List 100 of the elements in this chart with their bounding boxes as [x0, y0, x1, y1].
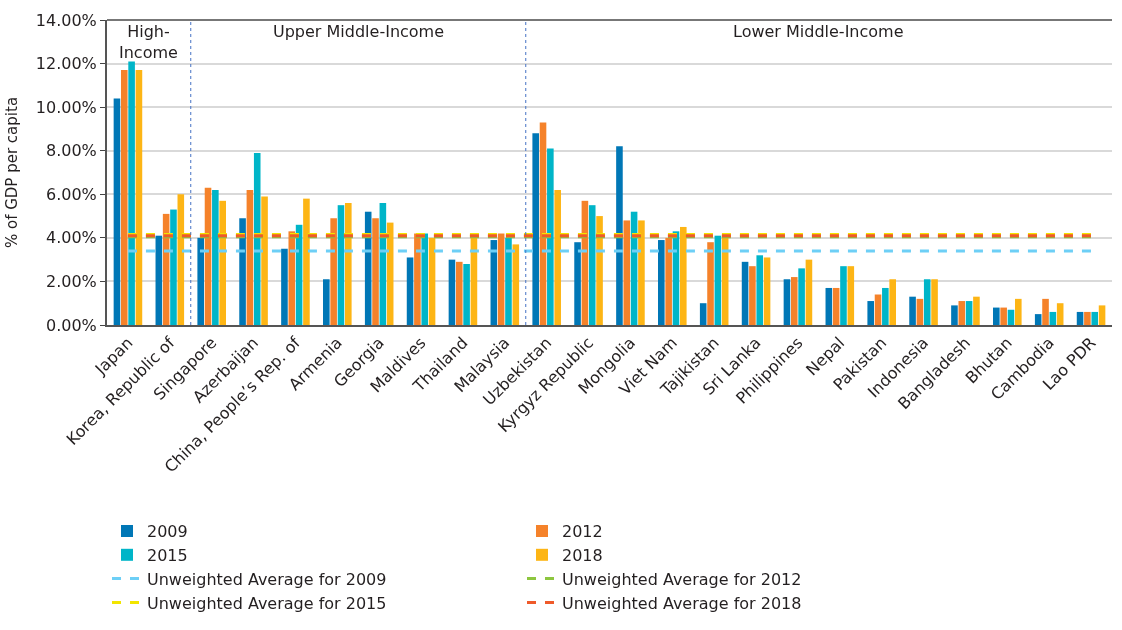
bar [658, 240, 665, 325]
y-tick-label: 0.00% [45, 315, 97, 335]
bar [909, 296, 916, 325]
legend-label: Unweighted Average for 2009 [147, 569, 387, 589]
bar [783, 279, 791, 325]
bar [330, 218, 337, 325]
annotation: Lower Middle-Income [733, 22, 904, 41]
bar [596, 216, 603, 325]
bar [455, 261, 463, 325]
bar [246, 189, 254, 325]
bar [951, 305, 958, 325]
bar [616, 146, 623, 325]
bar [212, 189, 219, 325]
bar [463, 264, 470, 325]
legend-label: 2009 [147, 522, 188, 542]
bar [448, 259, 456, 325]
bar [790, 277, 798, 325]
bar [588, 205, 596, 325]
y-tick-label: 2.00% [45, 272, 97, 292]
bar [805, 259, 813, 325]
bar [1007, 309, 1015, 325]
bar [1015, 298, 1022, 325]
bar [958, 301, 966, 325]
bar [554, 189, 561, 325]
bar [882, 287, 889, 325]
bar [406, 257, 414, 325]
bar [239, 218, 246, 325]
bar [170, 209, 177, 325]
bar [261, 196, 268, 325]
bar [931, 279, 938, 325]
bar [874, 294, 882, 325]
legend-label: Unweighted Average for 2018 [562, 593, 802, 613]
bar [532, 133, 539, 325]
bar [763, 257, 771, 325]
bar [281, 248, 288, 325]
bar [1084, 311, 1091, 325]
y-tick-label: 4.00% [45, 228, 97, 248]
bar [497, 233, 505, 325]
legend-label: Unweighted Average for 2012 [562, 569, 802, 589]
bar [1042, 298, 1049, 325]
bar [303, 198, 310, 325]
bar [707, 242, 714, 325]
bar [505, 237, 512, 325]
bar [847, 266, 855, 325]
bar [798, 268, 805, 325]
bar [825, 287, 833, 325]
bar [1091, 311, 1099, 325]
y-tick-label: 10.00% [35, 97, 97, 117]
bar [749, 266, 756, 325]
bar [113, 98, 121, 325]
bar [414, 233, 421, 325]
annotation: High- Income [119, 22, 178, 62]
bar [699, 303, 707, 325]
bar [288, 231, 296, 325]
y-axis-title: % of GDP per capita [2, 96, 21, 249]
legend-label: 2015 [147, 546, 188, 566]
bar [741, 261, 749, 325]
y-tick-label: 12.00% [35, 54, 97, 74]
bar [219, 200, 226, 325]
legend-label: 2018 [562, 546, 603, 566]
bar [428, 237, 436, 325]
legend-label: Unweighted Average for 2015 [147, 593, 387, 613]
bar [1034, 314, 1042, 325]
bar [128, 61, 135, 325]
bar [1098, 305, 1106, 325]
bar [337, 205, 345, 325]
bar [965, 301, 973, 325]
bar [1076, 311, 1084, 325]
bar [512, 244, 520, 325]
y-tick-label: 6.00% [45, 184, 97, 204]
y-tick-label: 14.00% [35, 10, 97, 30]
bar [197, 237, 204, 325]
bar [889, 279, 896, 325]
bar [547, 148, 554, 325]
bar [923, 279, 931, 325]
bar [1056, 303, 1064, 325]
bar [421, 233, 429, 325]
bar [665, 237, 672, 325]
bar [756, 255, 764, 325]
bar [916, 298, 924, 325]
bar [973, 296, 980, 325]
bar [638, 220, 645, 325]
bar [1049, 311, 1057, 325]
bar [135, 70, 143, 325]
bar [832, 287, 840, 325]
bar [574, 242, 581, 325]
bar [867, 301, 874, 325]
bar [155, 235, 163, 325]
bar [714, 235, 722, 325]
legend-label: 2012 [562, 522, 603, 542]
bar [253, 152, 261, 325]
bar [120, 70, 128, 325]
bar [323, 279, 330, 325]
annotation: Upper Middle-Income [273, 22, 445, 41]
bar [993, 307, 1000, 325]
bar [1000, 307, 1007, 325]
bar [345, 203, 352, 325]
y-tick-label: 8.00% [45, 141, 97, 161]
bar [680, 226, 687, 325]
bar [372, 218, 379, 325]
